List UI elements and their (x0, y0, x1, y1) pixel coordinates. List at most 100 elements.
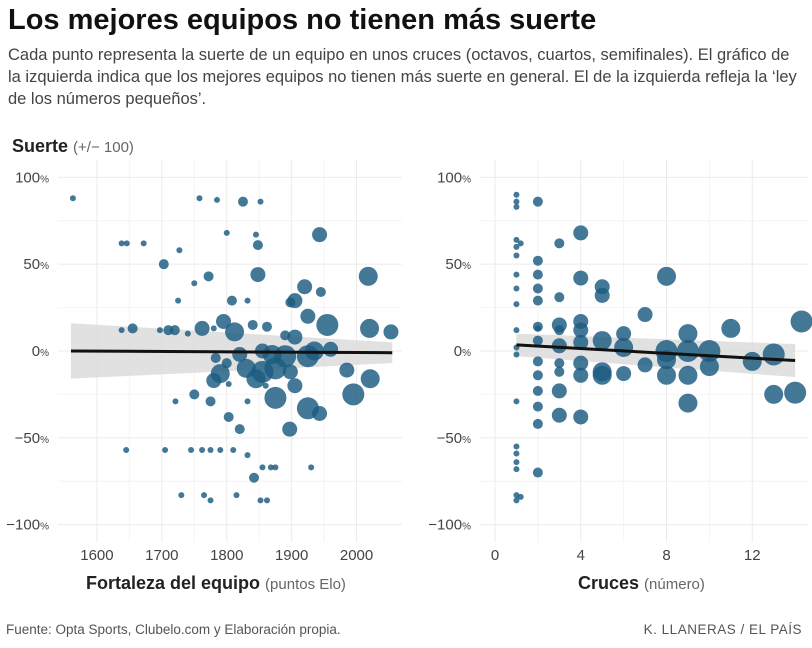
right-data-point (764, 384, 784, 404)
author-credit: K. LLANERAS / EL PAÍS (643, 622, 802, 637)
right-data-point (513, 466, 520, 473)
left-y-tick-label: −50% (15, 430, 49, 447)
right-data-point (551, 383, 567, 399)
right-data-point (573, 334, 589, 350)
right-data-point (532, 467, 543, 478)
left-data-point (196, 195, 203, 202)
left-data-point (287, 329, 303, 345)
right-data-point (592, 365, 612, 385)
right-data-point (532, 370, 543, 381)
left-data-point (176, 247, 183, 254)
left-y-tick-label: 100% (15, 169, 49, 186)
right-data-point (513, 271, 520, 278)
left-data-point (264, 386, 287, 409)
right-data-point (573, 409, 589, 425)
right-data-point (513, 443, 520, 450)
right-x-tick-label: 4 (577, 547, 585, 564)
right-data-point (513, 198, 520, 205)
left-data-point (226, 295, 237, 306)
left-data-point (316, 313, 339, 336)
left-x-tick-label: 1700 (145, 547, 178, 564)
left-data-point (158, 259, 169, 270)
left-data-point (123, 446, 130, 453)
right-data-point (532, 356, 543, 367)
left-x-tick-label: 1900 (275, 547, 308, 564)
right-data-point (513, 285, 520, 292)
right-data-point (637, 357, 653, 373)
left-data-point (156, 327, 163, 334)
right-data-point (517, 493, 524, 500)
left-data-point (216, 313, 232, 329)
right-data-point (554, 358, 565, 369)
left-data-point (257, 198, 264, 205)
left-data-point (201, 492, 208, 499)
y-axis-label: Suerte (12, 136, 69, 156)
right-data-point (513, 459, 520, 466)
left-data-point (244, 398, 251, 405)
left-data-point (221, 358, 232, 369)
right-data-point (676, 340, 699, 362)
right-y-tick-label: −100% (428, 517, 471, 534)
left-data-point (297, 279, 313, 295)
right-data-point (513, 301, 520, 308)
right-data-point (573, 270, 589, 286)
right-data-point (532, 255, 543, 266)
right-data-point (678, 324, 698, 344)
left-data-point (230, 446, 237, 453)
left-data-point (118, 327, 125, 334)
left-data-point (300, 308, 316, 324)
left-data-point (282, 364, 298, 380)
right-data-point (532, 283, 543, 294)
right-data-point (784, 381, 807, 404)
left-data-point (175, 297, 182, 304)
right-data-point (699, 357, 719, 377)
page-subtitle: Cada punto representa la suerte de un eq… (8, 46, 797, 108)
y-axis-title: Suerte (+/− 100) (12, 136, 134, 157)
left-data-point (217, 446, 224, 453)
left-data-point (210, 325, 217, 332)
left-data-point (342, 383, 365, 406)
right-data-point (678, 393, 698, 413)
left-data-point (308, 464, 315, 471)
right-x-tick-label: 0 (491, 547, 499, 564)
left-x-tick-label: 2000 (340, 547, 373, 564)
left-data-point (285, 297, 296, 308)
right-y-tick-label: 0% (454, 343, 471, 360)
right-data-point (513, 252, 520, 259)
left-y-tick-label: 0% (32, 343, 49, 360)
left-data-point (191, 280, 198, 287)
right-data-point (790, 310, 812, 333)
right-data-point (594, 287, 610, 303)
left-data-point (225, 322, 245, 342)
y-axis-unit: (+/− 100) (73, 139, 134, 156)
left-data-point (257, 497, 264, 504)
page-title: Los mejores equipos no tienen más suerte (8, 4, 597, 36)
left-data-point (188, 446, 195, 453)
left-data-point (172, 398, 179, 405)
left-data-point (233, 492, 240, 499)
right-data-point (532, 295, 543, 306)
right-data-point (532, 269, 543, 280)
left-data-point (252, 240, 263, 251)
right-data-point (513, 203, 520, 210)
left-data-point (360, 369, 380, 389)
left-data-point (358, 266, 378, 286)
left-data-point (127, 323, 138, 334)
left-data-point (237, 196, 248, 207)
left-data-point (267, 464, 274, 471)
left-data-point (287, 378, 303, 394)
right-data-point (616, 326, 632, 342)
left-x-tick-label: 1600 (80, 547, 113, 564)
left-data-point (214, 196, 221, 203)
right-y-tick-label: 100% (437, 169, 471, 186)
left-data-point (69, 195, 76, 202)
left-data-point (312, 227, 328, 243)
right-data-point (592, 331, 612, 351)
left-data-point (223, 411, 234, 422)
right-data-point (657, 365, 677, 385)
left-data-point (249, 472, 260, 483)
right-x-tick-label: 8 (662, 547, 670, 564)
left-data-point (118, 240, 125, 247)
right-x-axis-title: Cruces (número) (578, 573, 705, 594)
